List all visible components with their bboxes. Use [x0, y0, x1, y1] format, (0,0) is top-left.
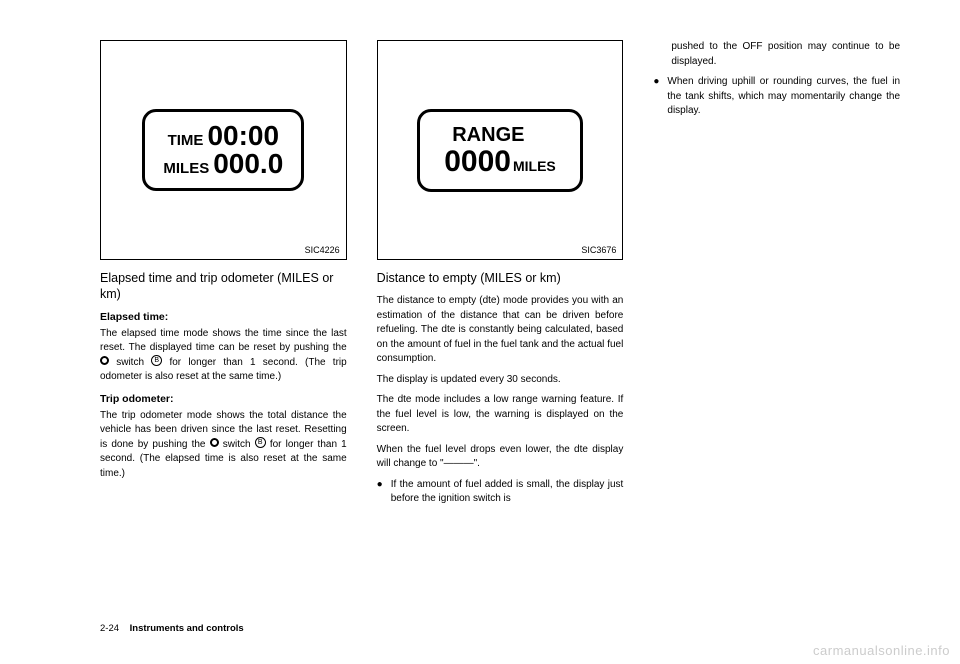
text-fragment: switch [116, 357, 151, 368]
text-fragment: The elapsed time mode shows the time sin… [100, 328, 347, 354]
section-heading: Elapsed time and trip odometer (MILES or… [100, 270, 347, 303]
bullet-icon: ● [377, 478, 383, 507]
body-text: The elapsed time mode shows the time sin… [100, 327, 347, 385]
switch-dot-icon [100, 356, 109, 365]
bullet-item: ● If the amount of fuel added is small, … [377, 478, 624, 507]
figure-range: RANGE 0000 MILES SIC3676 [377, 40, 624, 260]
bullet-text: If the amount of fuel added is small, th… [391, 478, 624, 507]
display-screen-range: RANGE 0000 MILES [417, 109, 583, 192]
figure-id: SIC4226 [305, 245, 340, 255]
figure-id: SIC3676 [581, 245, 616, 255]
range-label: RANGE [452, 124, 524, 147]
time-label: TIME [168, 132, 204, 149]
watermark: carmanualsonline.info [813, 643, 950, 658]
display-screen-time: TIME 00:00 MILES 000.0 [142, 109, 304, 191]
bullet-icon: ● [653, 75, 659, 119]
bullet-text: When driving uphill or rounding curves, … [667, 75, 900, 119]
figure-elapsed-time: TIME 00:00 MILES 000.0 SIC4226 [100, 40, 347, 260]
text-fragment: switch [223, 439, 255, 450]
switch-dot-icon [210, 438, 219, 447]
miles-label: MILES [163, 160, 209, 177]
switch-b-icon: B [151, 355, 162, 366]
body-text: The display is updated every 30 seconds. [377, 373, 624, 388]
switch-b-icon: B [255, 437, 266, 448]
body-text: The distance to empty (dte) mode provide… [377, 294, 624, 367]
range-unit: MILES [513, 158, 556, 174]
subheading-elapsed: Elapsed time: [100, 311, 347, 323]
body-text: pushed to the OFF position may continue … [653, 40, 900, 69]
body-text: The trip odometer mode shows the total d… [100, 409, 347, 482]
body-text: When the fuel level drops even lower, th… [377, 443, 624, 472]
page-footer: 2-24 Instruments and controls [100, 623, 244, 634]
section-heading: Distance to empty (MILES or km) [377, 270, 624, 286]
section-name: Instruments and controls [130, 623, 244, 634]
time-value: 00:00 [207, 122, 279, 150]
body-text: The dte mode includes a low range warnin… [377, 393, 624, 437]
subheading-trip: Trip odometer: [100, 393, 347, 405]
page-number: 2-24 [100, 623, 119, 634]
range-value: 0000 [444, 147, 511, 177]
miles-value: 000.0 [213, 150, 283, 178]
bullet-item: ● When driving uphill or rounding curves… [653, 75, 900, 119]
